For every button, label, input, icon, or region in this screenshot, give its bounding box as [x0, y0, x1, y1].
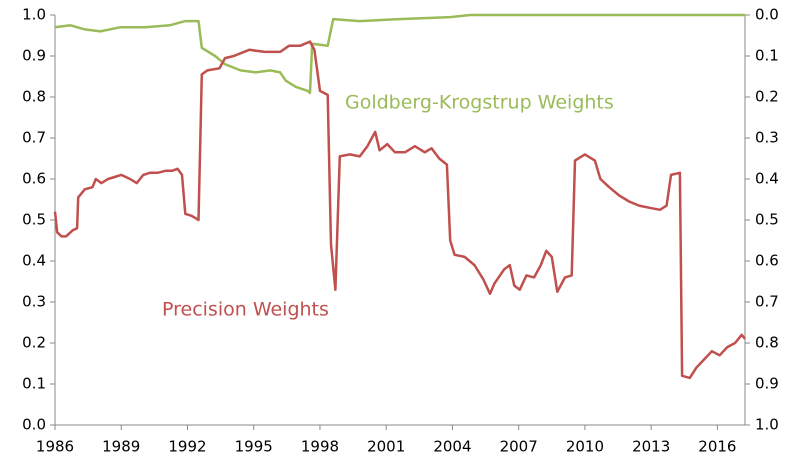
x-tick-label: 1986 [36, 438, 74, 456]
y-tick-label: 0.6 [22, 170, 46, 188]
x-tick-label: 1998 [301, 438, 339, 456]
y-tick-label: 0.3 [22, 293, 46, 311]
y-tick-label: 0.2 [22, 334, 46, 352]
x-tick-label: 2004 [433, 438, 471, 456]
y-tick-label: 1.0 [22, 6, 46, 24]
annotation: Goldberg-Krogstrup Weights [345, 92, 614, 114]
x-tick-label: 1995 [235, 438, 273, 456]
x-tick-label: 1992 [168, 438, 206, 456]
annotation: Precision Weights [162, 299, 329, 321]
y-tick-label: 0.1 [22, 375, 46, 393]
y-tick-label: 0.5 [22, 211, 46, 229]
y2-tick-label: 0.3 [755, 129, 779, 147]
y2-tick-label: 0.5 [755, 211, 779, 229]
y-tick-label: 0.8 [22, 88, 46, 106]
x-tick-label: 2010 [566, 438, 604, 456]
series-line [54, 13, 745, 95]
y2-tick-label: 0.9 [755, 375, 779, 393]
x-tick-label: 2001 [367, 438, 405, 456]
y2-tick-label: 0.1 [755, 47, 779, 65]
y2-tick-label: 0.6 [755, 252, 779, 270]
y2-tick-label: 0.2 [755, 88, 779, 106]
y-tick-label: 0.7 [22, 129, 46, 147]
y-tick-label: 0.9 [22, 47, 46, 65]
y2-tick-label: 1.0 [755, 416, 779, 434]
x-tick-label: 2007 [500, 438, 538, 456]
y2-tick-label: 0.4 [755, 170, 779, 188]
y2-tick-label: 0.8 [755, 334, 779, 352]
y2-tick-label: 0.7 [755, 293, 779, 311]
x-tick-label: 2013 [632, 438, 670, 456]
y-tick-label: 0.4 [22, 252, 46, 270]
y2-tick-label: 0.0 [755, 6, 779, 24]
y-tick-label: 0.0 [22, 416, 46, 434]
series-line [53, 40, 746, 380]
x-tick-label: 1989 [102, 438, 140, 456]
x-tick-label: 2016 [698, 438, 736, 456]
